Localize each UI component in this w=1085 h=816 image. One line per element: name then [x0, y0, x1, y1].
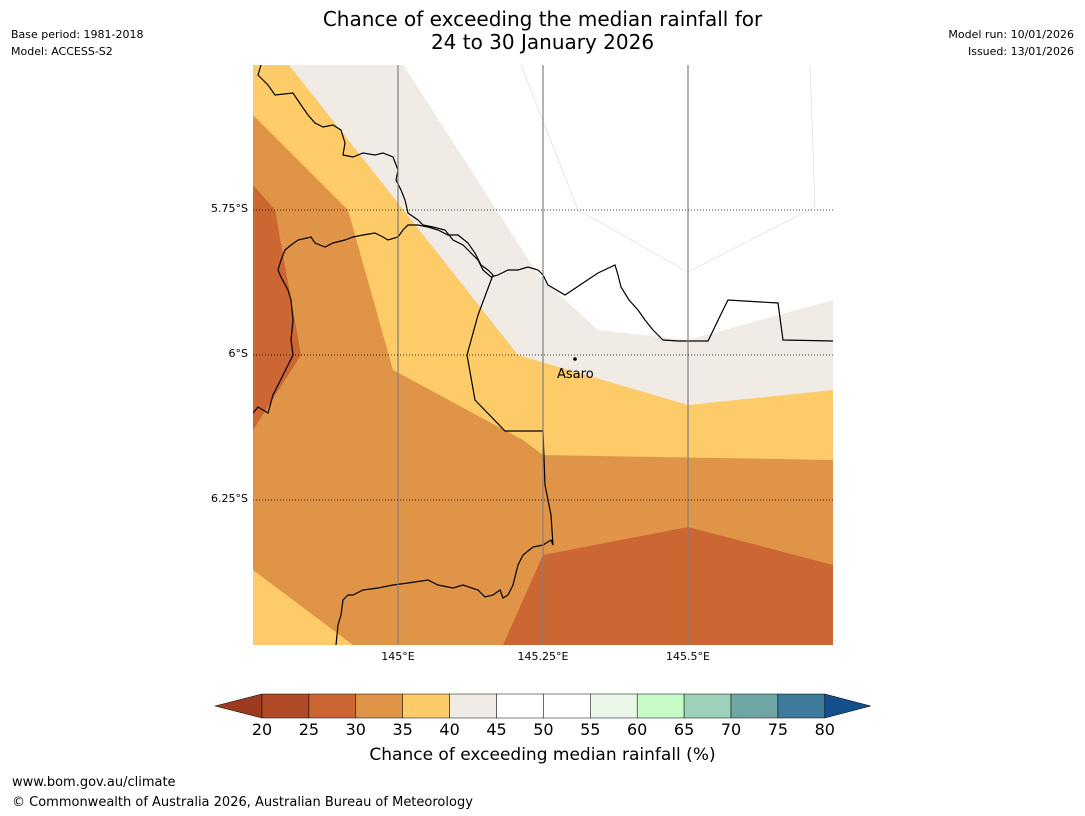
lat-label-5-75: 5.75°S — [211, 202, 248, 215]
colorbar-tick-label: 55 — [580, 720, 601, 739]
colorbar-cell — [308, 693, 357, 719]
colorbar-tick-label: 35 — [392, 720, 413, 739]
colorbar — [215, 693, 871, 719]
band-25-30-left — [253, 185, 301, 430]
colorbar-cell — [355, 693, 403, 719]
colorbar-tick-label: 25 — [298, 720, 320, 739]
meta-right: Model run: 10/01/2026 Issued: 13/01/2026 — [948, 26, 1074, 60]
footer-copyright: © Commonwealth of Australia 2026, Austra… — [12, 795, 473, 810]
colorbar-tick-label: 45 — [486, 720, 507, 739]
meta-left: Base period: 1981-2018 Model: ACCESS-S2 — [11, 26, 143, 60]
band-45-55 — [403, 65, 833, 340]
district-boundary — [253, 224, 554, 645]
title-line-2: 24 to 30 January 2026 — [430, 30, 655, 54]
colorbar-cell — [496, 693, 544, 719]
colorbar-cell — [261, 693, 310, 719]
lon-label-145: 145°E — [381, 650, 415, 663]
lon-label-145-5: 145.5°E — [666, 650, 710, 663]
title-line-1: Chance of exceeding the median rainfall … — [322, 7, 763, 31]
band-35-40-corner — [253, 570, 353, 645]
lat-label-6-25: 6.25°S — [211, 492, 248, 505]
lat-label-6: 6°S — [228, 347, 248, 360]
colorbar-cell — [449, 693, 497, 719]
model-text: Model: ACCESS-S2 — [11, 45, 113, 58]
colorbar-over-arrow — [824, 693, 871, 719]
town-label: Asaro — [557, 367, 594, 382]
colorbar-under-arrow — [215, 693, 263, 719]
band-25-30-bottom — [503, 527, 833, 645]
colorbar-cell — [683, 693, 732, 719]
footer-url: www.bom.gov.au/climate — [12, 775, 176, 790]
colorbar-tick-label: 40 — [439, 720, 460, 739]
colorbar-tick-label: 20 — [251, 720, 273, 739]
map-title: Chance of exceeding the median rainfall … — [0, 8, 1085, 54]
colorbar-tick-label: 80 — [814, 720, 835, 739]
colorbar-tick-label: 50 — [533, 720, 554, 739]
base-period-text: Base period: 1981-2018 — [11, 28, 144, 41]
colorbar-cell — [543, 693, 591, 719]
rainfall-map: Asaro — [253, 65, 833, 645]
colorbar-tick-label: 65 — [673, 720, 695, 739]
colorbar-tick-label: 70 — [720, 720, 742, 739]
colorbar-cell — [730, 693, 779, 719]
colorbar-title: Chance of exceeding median rainfall (%) — [369, 745, 716, 765]
colorbar-cell — [590, 693, 638, 719]
lon-label-145-25: 145.25°E — [517, 650, 569, 663]
colorbar-cell — [636, 693, 685, 719]
colorbar-tick-label: 30 — [345, 720, 366, 739]
colorbar-tick-label: 60 — [627, 720, 648, 739]
issued-text: Issued: 13/01/2026 — [967, 45, 1074, 58]
colorbar-cell — [777, 693, 826, 719]
colorbar-tick-label: 75 — [767, 720, 789, 739]
model-run-text: Model run: 10/01/2026 — [948, 28, 1074, 41]
town-marker — [573, 357, 577, 361]
province-boundary — [257, 65, 833, 342]
colorbar-cell — [402, 693, 450, 719]
